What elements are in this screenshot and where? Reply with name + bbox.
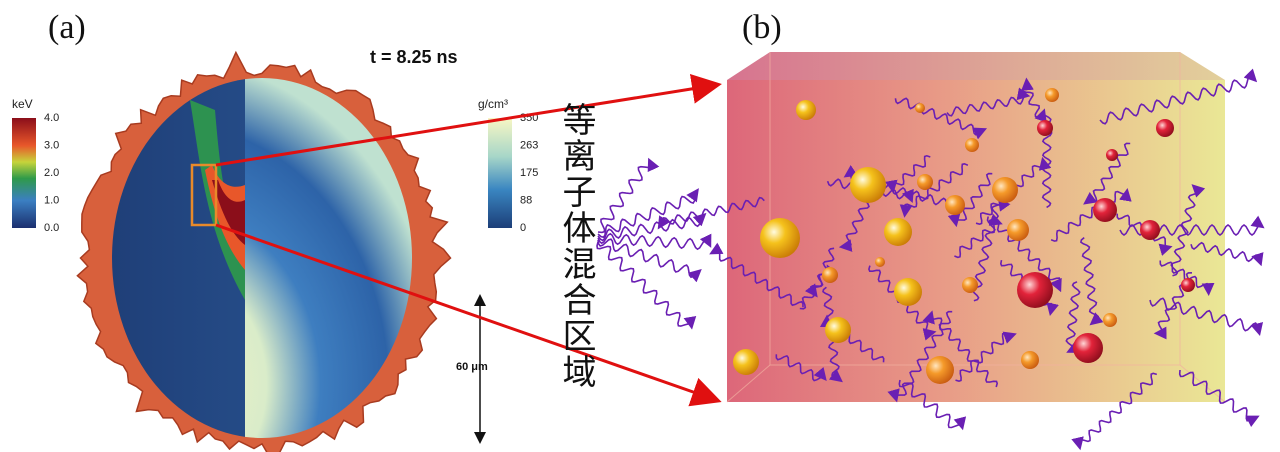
particle <box>875 257 885 267</box>
colorbar-tick-label: 4.0 <box>44 112 59 124</box>
photon <box>868 265 937 341</box>
photon <box>597 232 712 251</box>
particle <box>915 103 925 113</box>
colorbar-tick-label: 0.0 <box>44 222 59 234</box>
density-half <box>245 78 412 438</box>
box-edge <box>1179 364 1226 403</box>
annotation: 等离子体混合区域 <box>556 102 596 390</box>
particle <box>1037 120 1053 136</box>
particle <box>1007 219 1029 241</box>
photon <box>1099 68 1258 125</box>
colorbar-tick-label: 1.0 <box>44 194 59 206</box>
scale-label: 60 μm <box>456 361 488 373</box>
photon <box>597 157 660 234</box>
photon <box>1170 184 1206 277</box>
particle <box>1140 220 1160 240</box>
particle <box>992 177 1018 203</box>
photon <box>898 379 967 431</box>
photon <box>1190 241 1264 267</box>
photon <box>596 241 697 330</box>
particle <box>1017 272 1053 308</box>
photon <box>1079 236 1104 326</box>
particle <box>1181 278 1195 292</box>
photon <box>597 188 699 239</box>
photon <box>657 196 765 230</box>
zoom-box <box>190 163 218 227</box>
particle <box>1103 313 1117 327</box>
photon <box>709 242 804 308</box>
colorbar-tick-label: 3.0 <box>44 139 59 151</box>
particle <box>825 317 851 343</box>
photon <box>954 213 1003 259</box>
hot-spot-core <box>212 180 245 245</box>
zoom-arrow <box>215 223 722 407</box>
photon <box>1071 372 1158 451</box>
photon <box>1149 297 1264 336</box>
particle <box>926 356 954 384</box>
photon <box>838 195 870 252</box>
photon <box>955 331 1017 383</box>
particle <box>796 100 816 120</box>
photon <box>899 162 969 218</box>
box-edge <box>726 364 771 403</box>
particle <box>1045 88 1059 102</box>
particle <box>962 277 978 293</box>
particle <box>822 267 838 283</box>
colorbar-tick-label: 2.0 <box>44 167 59 179</box>
colorbar-tick-label: 263 <box>520 139 538 151</box>
particle <box>965 138 979 152</box>
particle <box>1093 198 1117 222</box>
particle <box>733 349 759 375</box>
colorbar <box>488 118 512 228</box>
box-edge <box>769 52 1181 366</box>
particle <box>917 174 933 190</box>
panel-label: (a) <box>48 9 86 46</box>
photon <box>597 238 702 283</box>
particle <box>1156 119 1174 137</box>
photon <box>1083 142 1131 205</box>
colorbar-tick-label: 88 <box>520 194 532 206</box>
particle <box>850 167 886 203</box>
particle <box>760 218 800 258</box>
photon <box>894 97 988 140</box>
photon <box>1065 281 1081 353</box>
photon <box>597 212 707 242</box>
particle <box>1106 149 1118 161</box>
particle <box>1021 351 1039 369</box>
colorbar-title: g/cm³ <box>478 97 508 111</box>
time-label: t = 8.25 ns <box>370 47 458 67</box>
colorbar-tick-label: 0 <box>520 222 526 234</box>
photon <box>884 154 931 194</box>
box-front <box>727 80 1225 402</box>
colorbar-tick-label: 175 <box>520 167 538 179</box>
photon <box>922 310 999 388</box>
box-top <box>727 52 1225 80</box>
colorbar <box>12 118 36 228</box>
particle <box>894 278 922 306</box>
particle <box>1073 333 1103 363</box>
colorbar-title: keV <box>12 97 33 111</box>
particle <box>945 195 965 215</box>
photon <box>947 172 993 228</box>
particle <box>884 218 912 246</box>
photon <box>986 216 1062 293</box>
photon <box>1178 369 1260 428</box>
photon <box>1050 188 1132 242</box>
zoom-arrow <box>215 73 722 167</box>
panel-label: (b) <box>742 9 782 46</box>
photon <box>946 87 1031 117</box>
photon <box>775 354 827 382</box>
photon <box>1159 260 1215 296</box>
